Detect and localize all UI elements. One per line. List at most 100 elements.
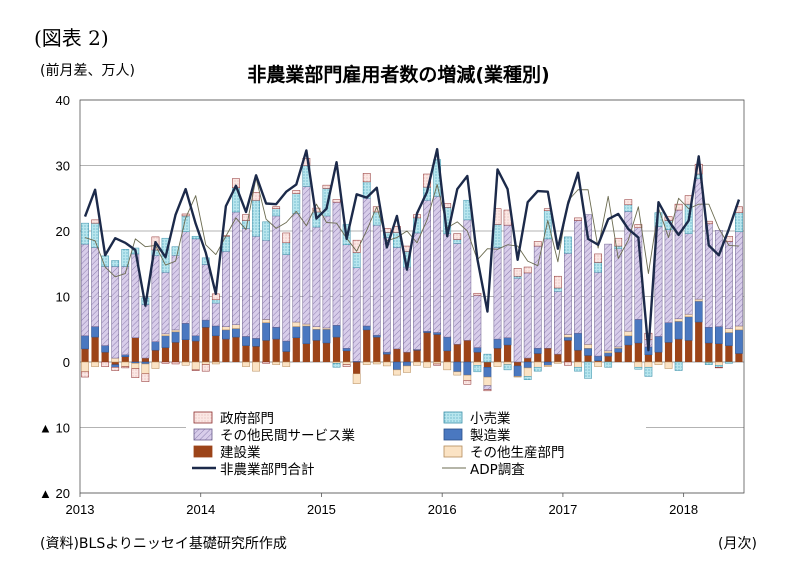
bar-other_services-2014-06: [252, 235, 260, 339]
bar-manufacturing-2014-04: [232, 328, 240, 338]
bar-other_services-2016-12: [554, 291, 562, 355]
bar-retail-2016-09: [523, 376, 532, 380]
bar-retail-2013-05: [121, 249, 130, 267]
bar-retail-2016-02: [453, 239, 462, 244]
bar-other_services-2015-08: [393, 247, 401, 350]
bar-retail-2014-06: [252, 199, 260, 237]
bar-construction-2014-12: [312, 340, 321, 362]
bar-other_production-2016-02: [453, 371, 462, 376]
bar-other_production-2017-12: [674, 318, 683, 322]
bar-retail-2016-05: [483, 353, 492, 363]
bar-government-2016-05: [483, 389, 492, 392]
bar-construction-2015-05: [363, 329, 371, 362]
bar-construction-2017-10: [654, 352, 663, 362]
y-tick-label-1: 30: [56, 159, 70, 174]
bar-other_production-2014-07: [262, 319, 270, 323]
bar-retail-2013-10: [171, 246, 180, 256]
bar-other_services-2015-05: [362, 198, 371, 327]
bar-manufacturing-2016-11: [543, 361, 552, 366]
bar-other_services-2014-10: [292, 213, 301, 323]
bar-manufacturing-2016-02: [453, 361, 462, 373]
legend-label-other_services: その他民間サービス業: [220, 428, 355, 444]
x-tick-label-5: 2018: [669, 502, 698, 517]
y-tick-label-4: 0: [63, 355, 70, 370]
bar-other_services-2017-12: [674, 209, 683, 320]
bar-retail-2017-07: [624, 204, 633, 212]
bar-other_services-2015-07: [382, 237, 391, 353]
bar-other_services-2013-12: [191, 238, 200, 337]
series-lines: [83, 147, 741, 352]
bar-retail-2013-02: [91, 222, 99, 248]
bar-government-2014-06: [252, 192, 260, 201]
bar-construction-2017-04: [594, 360, 602, 362]
bar-other_production-2017-07: [624, 330, 633, 337]
figure-label: (図表 2): [34, 26, 109, 50]
bar-other_production-2013-12: [191, 361, 200, 371]
y-tick-label-3: 10: [56, 290, 70, 305]
bar-construction-2014-05: [242, 345, 250, 363]
bar-other_services-2017-01: [564, 253, 572, 335]
bar-manufacturing-2017-10: [654, 336, 663, 353]
bar-construction-2013-03: [101, 352, 109, 362]
bar-other_production-2017-01: [564, 334, 572, 338]
bar-construction-2018-02: [695, 322, 703, 362]
legend-swatch-other_production: [443, 445, 463, 458]
bar-government-2013-03: [101, 361, 110, 367]
bar-construction-2016-04: [473, 352, 482, 362]
bar-other_production-2014-08: [272, 361, 281, 365]
bar-construction-2013-01: [81, 348, 89, 362]
bar-other_production-2018-01: [684, 313, 693, 318]
bar-manufacturing-2017-12: [674, 321, 683, 340]
bar-retail-2017-12: [674, 361, 683, 371]
bar-other_services-2014-07: [262, 239, 270, 320]
bar-other_services-2016-06: [493, 247, 502, 340]
bar-retail-2016-10: [533, 366, 542, 372]
bar-manufacturing-2014-08: [272, 327, 281, 340]
bar-construction-2015-09: [403, 352, 411, 362]
bar-other_production-2016-05: [483, 376, 492, 386]
bar-other_production-2013-01: [81, 361, 89, 373]
bar-other_services-2016-09: [523, 272, 532, 359]
bar-government-2016-09: [523, 266, 532, 274]
bar-construction-2016-10: [534, 353, 542, 362]
legend-label-total: 非農業部門合計: [220, 462, 315, 478]
bar-construction-2018-06: [735, 353, 743, 362]
bar-government-2017-01: [564, 361, 572, 366]
bar-government-2013-11: [181, 213, 190, 217]
bar-retail-2013-01: [81, 222, 89, 245]
bar-manufacturing-2016-10: [533, 348, 542, 354]
bar-manufacturing-2015-08: [393, 361, 401, 371]
bar-government-2017-06: [614, 237, 623, 247]
bar-other_production-2013-11: [181, 361, 190, 366]
bar-other_production-2017-11: [664, 361, 673, 369]
bar-construction-2017-05: [604, 356, 612, 362]
legend-label-other_production: その他生産部門: [470, 445, 565, 461]
bar-retail-2014-10: [292, 193, 301, 214]
bar-government-2014-05: [242, 214, 250, 221]
bar-manufacturing-2015-09: [403, 361, 411, 367]
bar-other_production-2016-01: [443, 361, 452, 371]
bar-manufacturing-2017-03: [584, 348, 592, 356]
bar-construction-2015-10: [413, 350, 421, 362]
bar-government-2013-02: [91, 219, 99, 224]
legend-label-government: 政府部門: [220, 411, 274, 427]
bar-manufacturing-2018-01: [684, 316, 693, 341]
bar-other_services-2016-02: [453, 243, 462, 345]
bar-construction-2013-07: [141, 358, 150, 362]
legend-swatch-government: [193, 411, 213, 424]
bar-manufacturing-2013-05: [121, 354, 130, 358]
bar-construction-2018-03: [705, 343, 713, 362]
bar-construction-2013-05: [121, 356, 129, 362]
bar-government-2017-02: [574, 217, 582, 221]
bar-construction-2017-09: [644, 354, 653, 362]
x-axis-unit-label: (月次): [718, 536, 757, 552]
bar-other_services-2016-08: [513, 277, 522, 363]
bar-manufacturing-2017-07: [624, 335, 633, 346]
bar-other_production-2017-04: [594, 361, 602, 367]
bar-other_production-2018-02: [694, 298, 703, 302]
bar-manufacturing-2014-01: [201, 319, 210, 328]
bar-manufacturing-2015-07: [382, 351, 391, 355]
bar-other_services-2013-10: [171, 254, 180, 331]
